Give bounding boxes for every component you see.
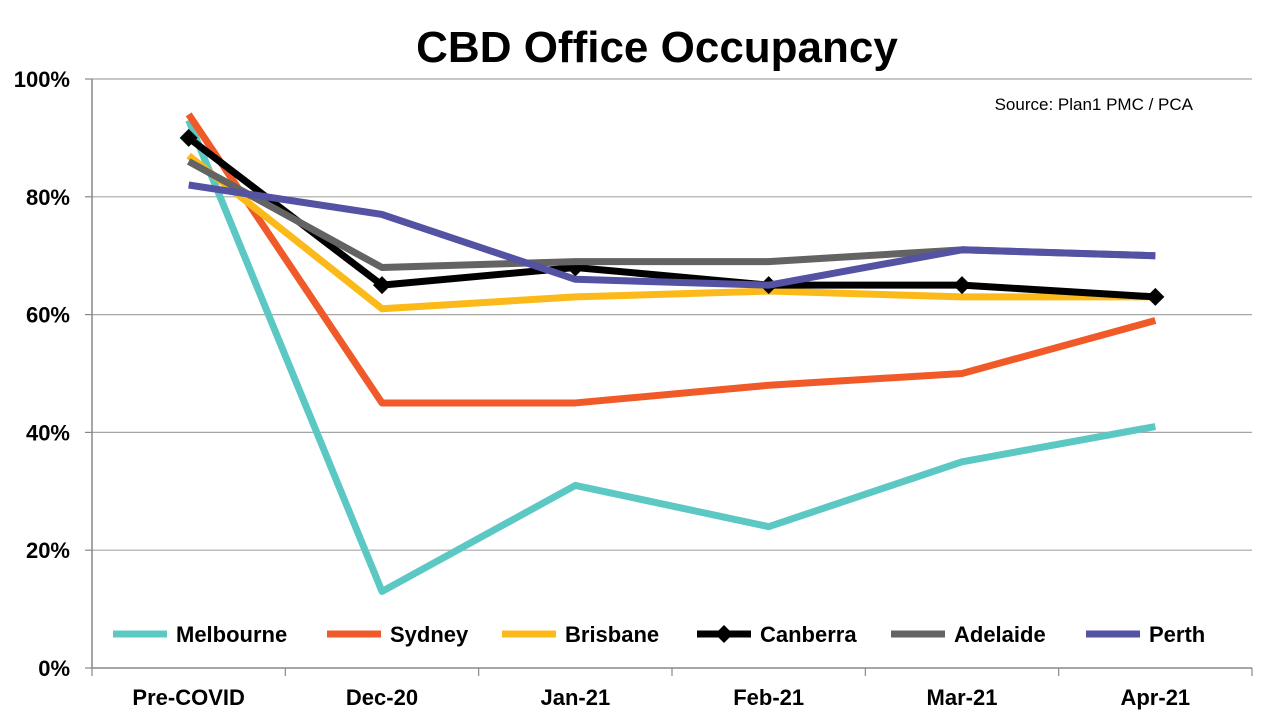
series-sydney xyxy=(185,112,1157,407)
series-canberra xyxy=(179,128,1165,306)
x-tick-label: Pre-COVID xyxy=(132,685,244,710)
source-note: Source: Plan1 PMC / PCA xyxy=(995,95,1194,114)
legend-label-canberra: Canberra xyxy=(760,622,857,647)
line-melbourne xyxy=(185,118,1156,595)
legend-marker-canberra xyxy=(715,625,733,643)
series-perth xyxy=(188,181,1156,289)
line-canberra xyxy=(186,135,1156,301)
y-tick-label: 20% xyxy=(26,538,70,563)
y-tick-label: 0% xyxy=(38,656,70,681)
marker-canberra xyxy=(179,128,198,147)
marker-canberra xyxy=(373,276,391,295)
y-tick-label: 60% xyxy=(26,303,70,328)
series-lines xyxy=(179,112,1165,595)
y-tick-label: 40% xyxy=(26,420,70,445)
x-tick-label: Mar-21 xyxy=(927,685,998,710)
x-axis-ticks: Pre-COVID Dec-20 Jan-21 Feb-21 Mar-21 Apr-21 xyxy=(91,668,1253,710)
x-tick-label: Feb-21 xyxy=(733,685,804,710)
line-perth xyxy=(188,181,1156,289)
marker-canberra xyxy=(1146,287,1165,306)
x-tick-label: Dec-20 xyxy=(346,685,418,710)
legend: Melbourne Sydney Brisbane Canberra Adelaide P… xyxy=(113,622,1205,647)
y-tick-label: 100% xyxy=(14,67,70,92)
axes xyxy=(91,79,1252,669)
x-tick-label: Jan-21 xyxy=(540,685,610,710)
legend-label-sydney: Sydney xyxy=(390,622,469,647)
series-melbourne xyxy=(185,118,1156,595)
legend-label-melbourne: Melbourne xyxy=(176,622,287,647)
legend-label-adelaide: Adelaide xyxy=(954,622,1046,647)
chart-title: CBD Office Occupancy xyxy=(416,23,898,72)
x-tick-label: Apr-21 xyxy=(1120,685,1190,710)
line-sydney xyxy=(185,112,1157,407)
y-axis-ticks: 0% 20% 40% 60% 80% 100% xyxy=(14,67,92,681)
line-brisbane xyxy=(186,152,1156,313)
marker-canberra xyxy=(953,276,971,295)
series-brisbane xyxy=(186,152,1156,313)
legend-label-perth: Perth xyxy=(1149,622,1205,647)
y-tick-label: 80% xyxy=(26,185,70,210)
legend-label-brisbane: Brisbane xyxy=(565,622,659,647)
